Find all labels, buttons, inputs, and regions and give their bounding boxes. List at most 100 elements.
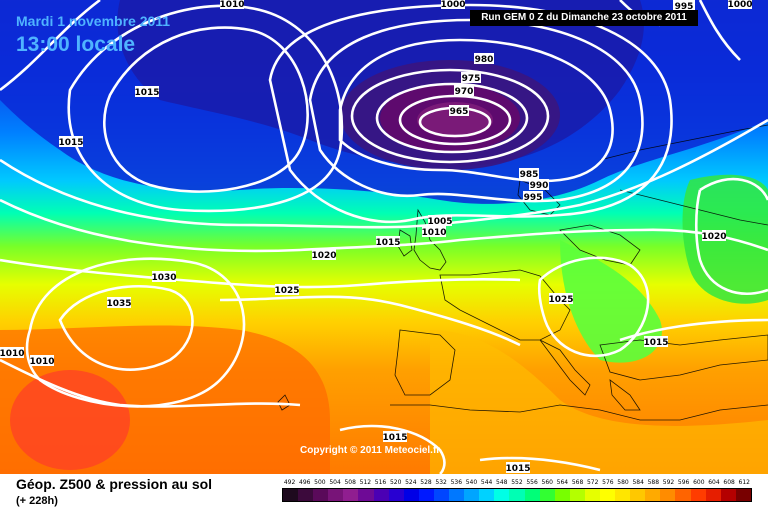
- svg-text:1015: 1015: [505, 464, 530, 474]
- scale-value: 496: [299, 479, 311, 486]
- isobar-label: 1035: [106, 297, 132, 309]
- scale-swatch: [630, 489, 646, 501]
- isobar-label: 1000: [440, 0, 466, 10]
- isobar-label: 1010: [29, 355, 55, 367]
- scale-swatch: [569, 489, 585, 501]
- scale-swatch: [615, 489, 631, 501]
- scale-swatch: [283, 489, 299, 501]
- scale-value: 520: [389, 479, 402, 486]
- scale-swatch: [494, 489, 510, 501]
- run-info-box: Run GEM 0 Z du Dimanche 23 octobre 2011: [470, 10, 698, 26]
- forecast-date: Mardi 1 novembre 2011: [16, 13, 171, 29]
- isobar-label: 990: [529, 179, 549, 191]
- forecast-hour: (+ 228h): [16, 495, 58, 507]
- scale-swatch: [343, 489, 359, 501]
- scale-swatch: [298, 489, 314, 501]
- isobar-label: 1015: [134, 86, 160, 98]
- svg-text:975: 975: [462, 74, 481, 84]
- isobar-label: 985: [519, 168, 539, 180]
- isobar-label: 1010: [421, 226, 447, 238]
- scale-value: 536: [450, 479, 463, 486]
- svg-text:1020: 1020: [701, 232, 726, 242]
- local-time: 13:00 locale: [16, 33, 136, 56]
- isobar-label: 1020: [311, 249, 337, 261]
- scale-value: 508: [344, 479, 356, 486]
- isobar-label: 1020: [701, 230, 727, 242]
- scale-swatch: [433, 489, 450, 501]
- svg-text:995: 995: [675, 2, 694, 12]
- scale-value: 544: [480, 479, 493, 486]
- scale-swatch: [675, 489, 691, 501]
- svg-text:1015: 1015: [382, 433, 407, 443]
- isobar-label: 1015: [382, 431, 408, 443]
- isobar-label: 1030: [151, 271, 177, 283]
- scale-value: 524: [405, 479, 417, 486]
- scale-value: 600: [693, 479, 705, 486]
- scale-value: 528: [420, 479, 432, 486]
- scale-swatch: [509, 489, 525, 501]
- geopotential-field: [10, 370, 130, 470]
- scale-value: 580: [617, 479, 629, 486]
- svg-text:1020: 1020: [311, 251, 336, 261]
- color-scale: 492 496 500 504 508 512 516 520 524 528 532 536 540 5…: [282, 478, 752, 508]
- scale-value: 608: [723, 479, 735, 486]
- scale-swatch: [645, 489, 661, 501]
- scale-swatch: [690, 489, 706, 501]
- scale-swatch: [584, 489, 600, 501]
- isobar-label: 1015: [58, 136, 84, 148]
- isobar-label: 975: [461, 72, 481, 84]
- scale-value: 560: [541, 479, 553, 486]
- scale-value: 596: [677, 479, 690, 486]
- scale-value: 588: [647, 479, 660, 486]
- isobar-label: 1015: [505, 462, 531, 474]
- scale-swatch: [660, 489, 676, 501]
- svg-text:1010: 1010: [219, 0, 244, 10]
- svg-text:1010: 1010: [421, 228, 446, 238]
- scale-swatch: [313, 489, 329, 501]
- scale-value: 552: [511, 479, 523, 486]
- product-title: Géop. Z500 & pression au sol: [16, 476, 213, 492]
- isobar-label: 1015: [643, 336, 669, 348]
- scale-value: 492: [283, 479, 296, 486]
- isobar-label: 970: [454, 85, 474, 97]
- scale-value: 548: [496, 479, 508, 486]
- isobar-label: 995: [523, 191, 543, 203]
- scale-swatch: [358, 489, 374, 501]
- svg-text:1015: 1015: [643, 338, 668, 348]
- svg-text:1005: 1005: [427, 217, 452, 227]
- isobar-label: 995: [673, 0, 695, 12]
- isobar-label: 1025: [548, 293, 574, 305]
- isobar-label: 980: [474, 53, 494, 65]
- svg-text:1025: 1025: [548, 295, 573, 305]
- scale-value: 504: [329, 479, 341, 486]
- scale-swatch: [373, 489, 389, 501]
- isobar-label: 1000: [727, 0, 753, 10]
- svg-text:1010: 1010: [29, 357, 54, 367]
- scale-value: 612: [738, 479, 750, 486]
- scale-swatch: [720, 489, 736, 501]
- svg-text:990: 990: [530, 181, 549, 191]
- svg-text:1015: 1015: [375, 238, 400, 248]
- svg-text:965: 965: [450, 107, 469, 117]
- color-scale-bar: [282, 488, 752, 502]
- svg-text:1000: 1000: [727, 0, 752, 10]
- scale-value: 576: [602, 479, 614, 486]
- scale-value: 532: [435, 479, 447, 486]
- scale-swatch: [554, 489, 570, 501]
- isobar-labels: 1010 1000 1000 995 1015 1015 980 975 970…: [0, 0, 753, 474]
- svg-text:1025: 1025: [274, 286, 299, 296]
- svg-text:970: 970: [455, 87, 474, 97]
- svg-text:995: 995: [524, 193, 543, 203]
- isobar-label: 1010: [219, 0, 245, 10]
- scale-value: 564: [556, 479, 569, 486]
- scale-value: 592: [662, 479, 675, 486]
- color-scale-values: 492 496 500 504 508 512 516 520 524 528 532 536 540 5…: [282, 478, 752, 488]
- isobar-label: 1015: [375, 236, 401, 248]
- scale-swatch: [735, 489, 751, 501]
- svg-text:1015: 1015: [134, 88, 159, 98]
- isobar-label: 1010: [0, 347, 25, 359]
- scale-value: 540: [465, 479, 478, 486]
- scale-value: 568: [571, 479, 584, 486]
- scale-swatch: [418, 489, 434, 501]
- forecast-map: 1010 1000 1000 995 1015 1015 980 975 970…: [0, 0, 768, 474]
